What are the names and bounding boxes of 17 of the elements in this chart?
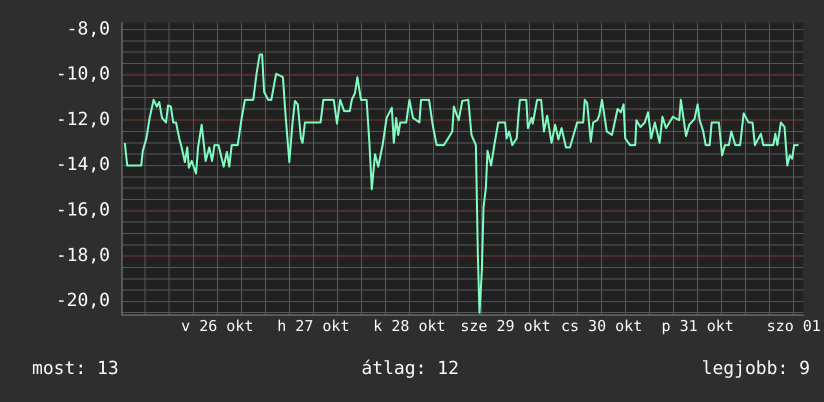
x-tick-label: p 31 okt [662, 316, 734, 335]
x-tick-label: v 26 okt [181, 316, 254, 335]
y-tick-label: -8,0 [66, 18, 110, 40]
y-tick-label: -20,0 [56, 290, 110, 312]
y-tick-label: -12,0 [56, 108, 110, 130]
x-tick-label: sze 29 okt [460, 316, 551, 335]
x-tick-label: szo 01 [766, 316, 821, 335]
y-tick-label: -10,0 [56, 64, 110, 85]
x-tick-label: k 28 okt [373, 316, 446, 335]
text: legjobb: 9 [702, 358, 810, 381]
y-tick-label: -18,0 [56, 244, 110, 266]
y-tick-label: -16,0 [56, 199, 110, 220]
text: átlag: 12 [361, 358, 459, 381]
x-tick-label: h 27 okt [277, 316, 350, 335]
x-tick-label: cs 30 okt [560, 316, 642, 335]
text: most: 13 [32, 358, 119, 381]
y-tick-label: -14,0 [56, 154, 110, 176]
